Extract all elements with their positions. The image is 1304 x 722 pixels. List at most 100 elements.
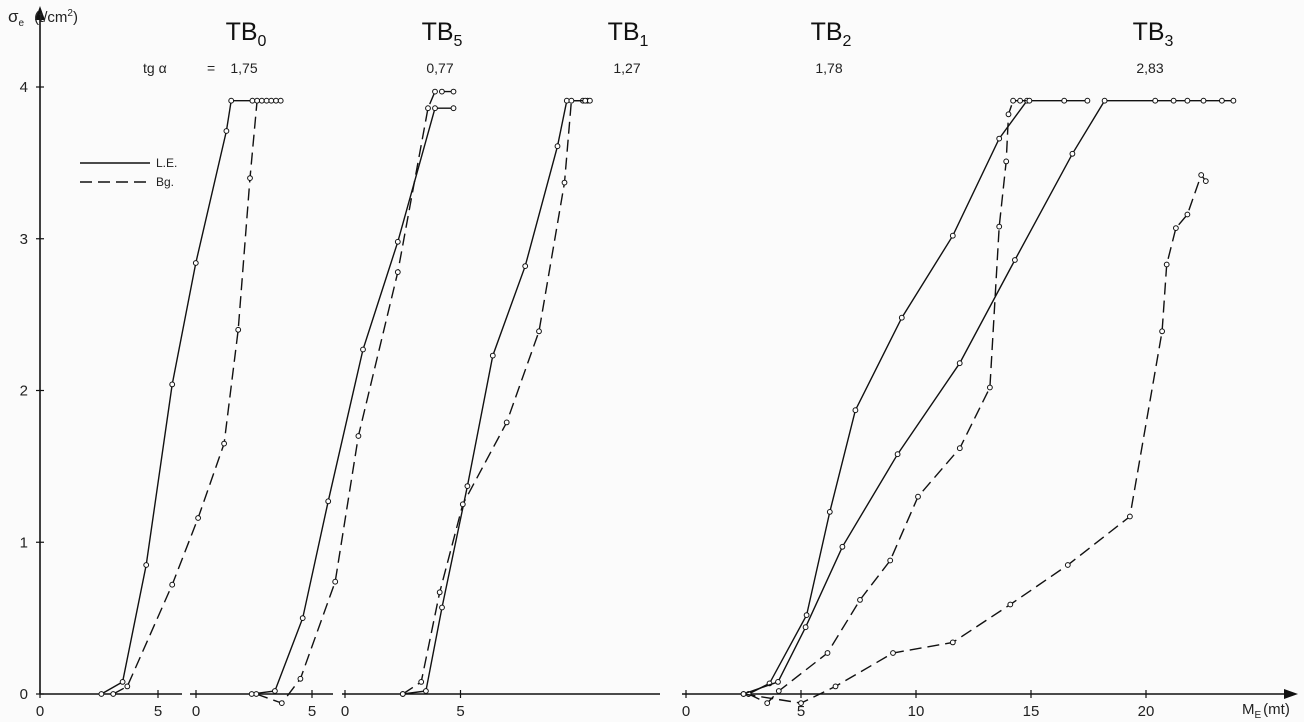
series-line-dashed [256,90,454,704]
label-layer: σe (t/cm2) ME (mt) tg α = L.E. Bg. TB0 1,75… [8,7,1290,721]
data-point [1012,257,1018,263]
panel-title: TB1 [608,18,649,50]
data-point [1069,150,1076,157]
data-point [832,683,839,690]
data-point [253,691,260,697]
data-point [268,97,275,104]
data-point [248,691,255,697]
data-point [432,88,438,95]
data-point [394,269,401,276]
data-point [124,683,131,690]
panel-title: TB5 [422,18,463,50]
data-point [1017,97,1023,104]
data-point [425,105,431,112]
data-point [554,143,561,150]
x-tick-label: 0 [341,703,349,720]
x-tick-label: 5 [154,703,162,720]
data-point [839,543,846,550]
data-point [1184,97,1191,104]
data-point [915,493,921,500]
x-tick-label: 5 [797,703,805,720]
data-point [436,589,443,596]
data-point [898,314,905,321]
data-point [1163,261,1170,268]
data-point [235,326,242,333]
data-point [522,263,529,270]
data-point [587,97,593,104]
data-point [775,688,782,694]
data-point [277,97,284,104]
data-point [423,688,429,694]
series-line-dashed [402,99,590,695]
data-point [956,360,963,367]
data-point [887,557,894,564]
tg-alpha-equals: = [207,60,215,76]
data-point [450,88,457,95]
data-point [439,604,445,611]
data-point [221,440,228,447]
x-tick-label: 0 [192,703,200,720]
x-tick-label: 20 [1138,703,1155,720]
data-point [1127,513,1133,520]
series-line-solid [748,99,1088,695]
data-point [1152,97,1159,104]
data-point [1202,178,1209,185]
data-point [360,346,366,353]
data-point [1219,97,1225,104]
data-point [798,700,804,706]
tg-alpha-value: 1,27 [613,60,640,76]
data-point [1200,97,1207,104]
data-point [1184,211,1191,218]
data-point [1005,111,1012,118]
data-point [568,97,575,104]
data-point [824,650,831,656]
tg-alpha-value: 1,75 [230,60,257,76]
data-point [254,97,261,104]
tg-alpha-value: 0,77 [426,60,453,76]
data-point [332,578,339,585]
data-point [996,135,1003,142]
legend-solid-label: L.E. [156,156,177,170]
data-point [949,232,956,239]
axes-layer: 0 1 2 3 4 0 5 0 5 0 5 0 5 10 15 20 [20,6,1298,720]
data-point [169,581,176,588]
y-tick-label: 3 [20,231,28,248]
data-point [1170,97,1177,104]
data-point [223,128,230,134]
x-tick-label: 5 [456,703,464,720]
data-point [802,624,809,631]
data-point [561,179,568,186]
data-point [1010,97,1016,104]
data-point [764,700,771,706]
y-tick-label: 2 [20,383,28,400]
data-point [278,700,285,706]
legend-dashed-label: Bg. [156,175,174,189]
data-point [1061,97,1068,104]
data-point [325,498,332,505]
series-line-solid [251,107,454,695]
data-point [1084,97,1091,104]
data-point [394,238,401,245]
data-point [987,384,993,391]
series-line-solid [743,99,1234,695]
series-line-solid [402,99,588,695]
data-point [272,688,278,694]
data-point [1101,97,1108,104]
data-point [563,97,570,104]
y-tick-label: 4 [20,79,28,96]
data-point [459,501,466,508]
legend: L.E. Bg. [80,156,177,189]
data-point [582,97,589,104]
panel-title: TB3 [1133,18,1174,50]
data-point [1198,172,1205,178]
panel-title: TB0 [226,18,267,50]
data-point [949,639,956,646]
data-point [110,691,117,697]
y-tick-label: 0 [20,686,28,703]
x-axis-title: ME (mt) [1242,701,1290,721]
data-point [996,223,1003,230]
data-point [1064,562,1071,568]
x-tick-label: 5 [308,703,316,720]
data-point [1026,97,1033,104]
